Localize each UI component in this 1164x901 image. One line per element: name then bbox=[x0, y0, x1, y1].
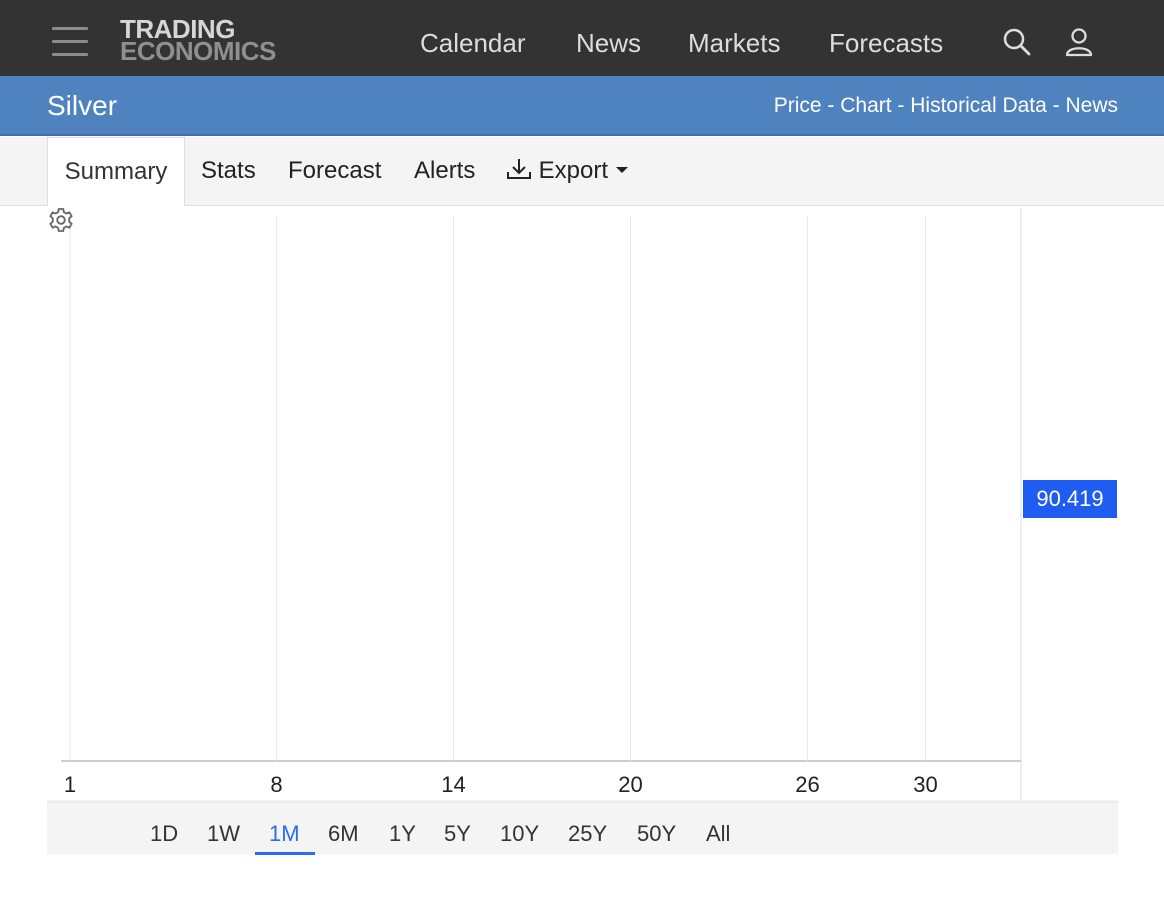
trading-economics-logo[interactable]: TRADING ECONOMICS bbox=[120, 14, 276, 66]
top-navigation-bar: TRADING ECONOMICS Calendar News Markets … bbox=[0, 0, 1164, 76]
download-icon bbox=[507, 159, 531, 179]
range-1w[interactable]: 1W bbox=[207, 821, 240, 846]
search-icon[interactable] bbox=[1001, 26, 1033, 58]
nav-calendar[interactable]: Calendar bbox=[420, 28, 526, 58]
link-separator: - bbox=[821, 94, 841, 117]
tab-stats[interactable]: Stats bbox=[201, 157, 256, 184]
range-5y[interactable]: 5Y bbox=[444, 821, 471, 846]
link-chart[interactable]: Chart bbox=[840, 94, 892, 117]
range-6m[interactable]: 6M bbox=[328, 821, 359, 846]
x-tick-label: 26 bbox=[795, 772, 819, 797]
logo-line-1: TRADING bbox=[120, 14, 235, 44]
tab-forecast[interactable]: Forecast bbox=[288, 157, 382, 184]
page-title: Silver bbox=[47, 90, 118, 121]
x-tick-label: 30 bbox=[913, 772, 937, 797]
chart-tick-labels: 12011010080701814202630 bbox=[64, 772, 938, 797]
link-historical-data[interactable]: Historical Data bbox=[910, 94, 1047, 117]
gear-icon[interactable] bbox=[47, 206, 75, 234]
tabs-bar: Summary Stats Forecast Alerts Export bbox=[0, 137, 1164, 207]
range-1y[interactable]: 1Y bbox=[389, 821, 416, 846]
export-label: Export bbox=[538, 157, 609, 184]
link-separator: - bbox=[1046, 94, 1066, 117]
last-price-badge: 90.419 bbox=[1023, 480, 1117, 518]
link-price[interactable]: Price bbox=[773, 94, 822, 117]
range-1d[interactable]: 1D bbox=[150, 821, 179, 846]
nav-forecasts[interactable]: Forecasts bbox=[829, 28, 944, 58]
x-tick-label: 8 bbox=[270, 772, 282, 797]
range-selector: 1D 1W 1M 6M 1Y 5Y 10Y 25Y 50Y All bbox=[47, 802, 1118, 855]
instrument-links: Price - Chart - Historical Data - News bbox=[774, 94, 1118, 118]
caret-down-icon bbox=[615, 167, 628, 173]
x-tick-label: 14 bbox=[441, 772, 465, 797]
chart-grid bbox=[47, 208, 1118, 802]
range-all[interactable]: All bbox=[706, 821, 731, 846]
active-range-indicator bbox=[255, 852, 315, 855]
user-icon[interactable] bbox=[1063, 26, 1095, 58]
x-tick-label: 1 bbox=[64, 772, 76, 797]
nav-markets[interactable]: Markets bbox=[688, 28, 781, 58]
chart-canvas[interactable]: 12011010080701814202630 bbox=[47, 206, 1118, 802]
price-chart[interactable]: 12011010080701814202630 90.419 bbox=[47, 206, 1118, 802]
range-25y[interactable]: 25Y bbox=[568, 821, 608, 846]
nav-news[interactable]: News bbox=[576, 28, 642, 58]
x-tick-label: 20 bbox=[618, 772, 642, 797]
range-10y[interactable]: 10Y bbox=[500, 821, 540, 846]
link-news[interactable]: News bbox=[1065, 94, 1118, 117]
tab-alerts[interactable]: Alerts bbox=[414, 157, 476, 184]
range-50y[interactable]: 50Y bbox=[637, 821, 677, 846]
logo-line-2: ECONOMICS bbox=[120, 36, 276, 66]
tab-export[interactable]: Export bbox=[506, 157, 629, 185]
range-1m[interactable]: 1M bbox=[269, 821, 300, 846]
menu-icon[interactable] bbox=[52, 27, 88, 57]
tab-summary[interactable]: Summary bbox=[47, 137, 185, 207]
link-separator: - bbox=[891, 94, 911, 117]
instrument-title-bar: Silver Price - Chart - Historical Data -… bbox=[0, 76, 1164, 136]
